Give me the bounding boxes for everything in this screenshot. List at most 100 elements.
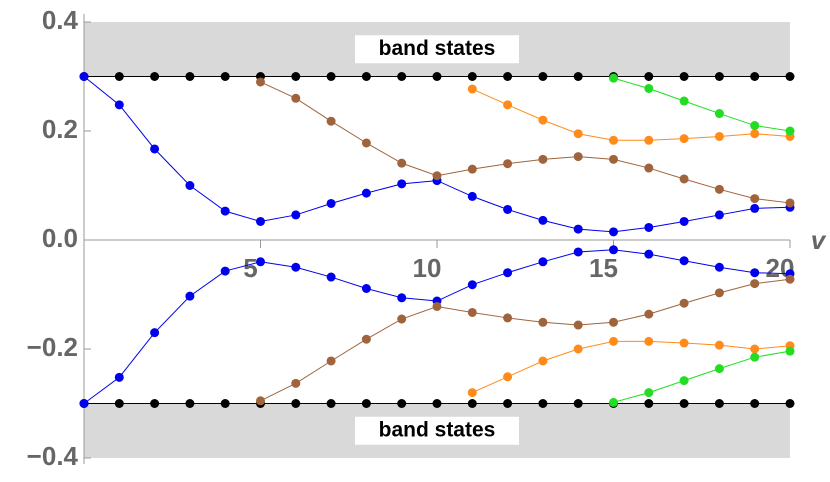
point [609,317,618,327]
point [679,174,689,184]
point [644,309,654,319]
point [714,288,724,298]
point [714,210,724,220]
point [361,138,371,148]
point [397,399,407,408]
point [256,77,265,87]
point [114,72,124,81]
point [432,399,442,408]
point [326,116,336,126]
point [750,268,760,278]
x-tick-label: 5 [243,253,257,283]
point [326,72,336,81]
point [679,216,689,226]
point [256,257,265,267]
point [256,396,265,406]
y-tick-label: −0.4 [27,441,79,471]
point [679,399,689,408]
point [503,372,513,382]
point [538,317,548,327]
point [679,256,689,266]
point [256,216,265,226]
point [785,346,795,356]
annotation: band states [379,37,496,60]
point [679,298,689,308]
x-tick-label: 15 [589,253,618,283]
series-line [613,350,791,403]
point [291,399,301,408]
point [220,266,230,276]
point [503,72,513,81]
point [150,144,160,154]
point [291,262,301,272]
point [679,376,689,386]
point [714,340,724,350]
point [644,163,654,173]
point [326,198,336,208]
point [644,222,654,232]
point [397,158,407,168]
point [467,307,477,317]
point [714,364,724,374]
point [361,72,371,81]
point [573,320,583,330]
point [609,135,618,145]
point [573,72,583,81]
point [750,352,760,362]
point [432,72,442,81]
y-tick-label: 0.4 [42,5,79,35]
point [714,72,724,81]
point [220,72,230,81]
point [644,399,654,408]
point [750,194,760,204]
point [644,135,654,145]
point [609,397,618,407]
series-line [260,81,791,204]
series-line [260,278,791,402]
point [538,356,548,366]
point [609,73,618,83]
point [503,204,513,214]
point [750,399,760,408]
point [361,188,371,198]
point [397,314,407,324]
point [114,399,124,408]
point [503,399,513,408]
x-tick-label: 10 [413,253,442,283]
point [714,131,724,141]
annotation-box [355,416,519,445]
point [150,72,160,81]
point [326,272,336,282]
point [361,399,371,408]
point [361,284,371,294]
point [220,206,230,216]
point [291,93,301,103]
point [185,291,195,301]
point [573,399,583,408]
annotation: band states [379,418,496,441]
point [714,184,724,194]
point [609,227,618,237]
point [750,279,760,289]
series-line [613,77,791,132]
point [432,171,442,181]
point [397,293,407,303]
point [326,399,336,408]
point [79,72,89,81]
point [609,154,618,164]
point [150,399,160,408]
point [609,245,618,255]
point [785,72,795,81]
point [609,336,618,346]
point [785,198,795,208]
y-tick-label: 0.0 [42,223,78,253]
point [714,262,724,272]
point [538,72,548,81]
point [538,257,548,267]
point [503,100,513,110]
point [185,72,195,81]
point [538,154,548,164]
point [714,109,724,119]
